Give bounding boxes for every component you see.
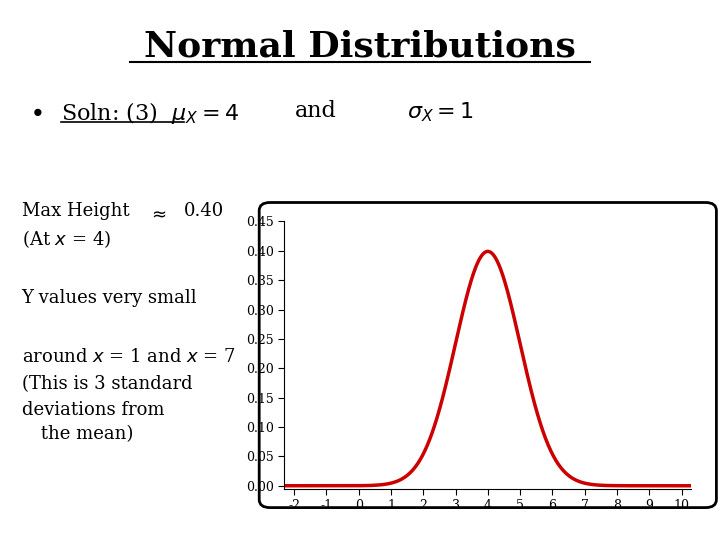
Text: Soln: (3)  $\mu_X = 4$: Soln: (3) $\mu_X = 4$ <box>61 100 239 126</box>
Text: Max Height: Max Height <box>22 202 129 220</box>
Text: (At $x$ = 4): (At $x$ = 4) <box>22 228 111 249</box>
Text: the mean): the mean) <box>35 426 133 443</box>
Text: Normal Distributions: Normal Distributions <box>144 30 576 64</box>
Text: $\sigma_X = 1$: $\sigma_X = 1$ <box>407 100 474 124</box>
Text: (This is 3 standard: (This is 3 standard <box>22 375 192 393</box>
Text: $\bullet$: $\bullet$ <box>29 100 42 123</box>
Text: deviations from: deviations from <box>22 401 164 418</box>
Text: 0.40: 0.40 <box>184 202 224 220</box>
Text: around $x$ = 1 and $x$ = 7: around $x$ = 1 and $x$ = 7 <box>22 348 235 366</box>
Text: $\approx$: $\approx$ <box>148 204 166 222</box>
Text: and: and <box>295 100 337 122</box>
Text: Y values very small: Y values very small <box>22 289 197 307</box>
